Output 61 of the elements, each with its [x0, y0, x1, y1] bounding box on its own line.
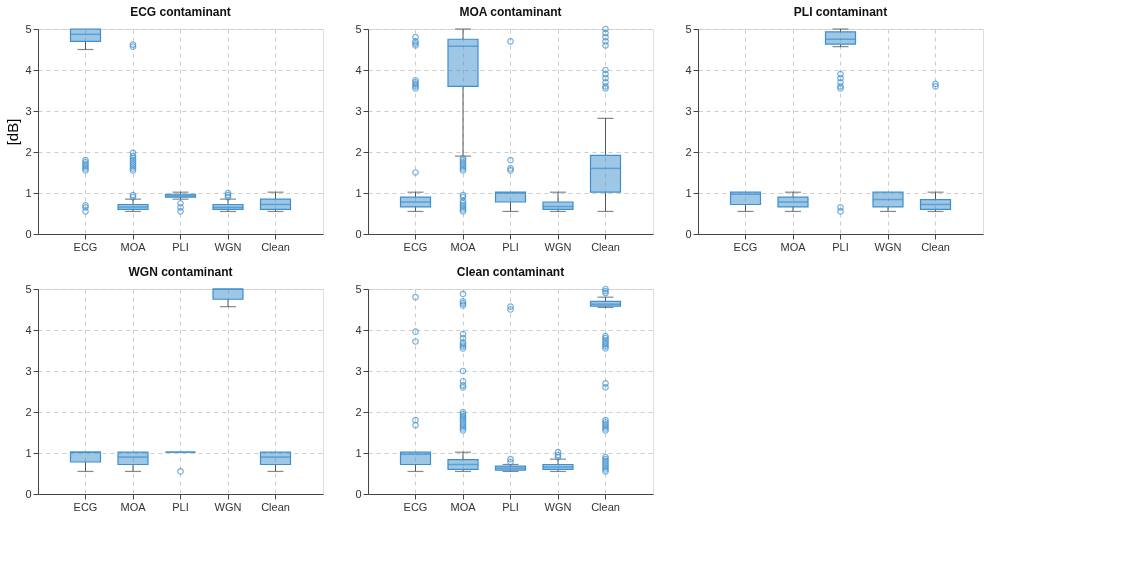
y-tick-label: 1 [685, 186, 692, 199]
x-tick-label: ECG [73, 500, 98, 513]
chart-title: ECG contaminant [130, 5, 231, 19]
x-tick-label: PLI [832, 240, 849, 253]
x-tick-label: WGN [544, 500, 572, 513]
x-tick-label: MOA [120, 240, 147, 253]
y-tick-label: 1 [355, 446, 362, 459]
y-tick-label: 0 [25, 487, 32, 500]
chart-title: WGN contaminant [128, 265, 233, 279]
y-tick-label: 4 [355, 63, 362, 76]
y-tick-label: 5 [685, 22, 692, 35]
x-tick-label: ECG [403, 240, 428, 253]
x-tick-label: MOA [780, 240, 807, 253]
chart-title: MOA contaminant [459, 5, 562, 19]
y-tick-label: 1 [25, 186, 32, 199]
y-tick-label: 5 [25, 282, 32, 295]
x-tick-label: Clean [261, 240, 290, 253]
y-tick-label: 0 [355, 227, 362, 240]
y-tick-label: 5 [355, 282, 362, 295]
y-tick-label: 5 [355, 22, 362, 35]
y-tick-label: 0 [355, 487, 362, 500]
x-tick-label: WGN [214, 240, 242, 253]
x-tick-label: Clean [261, 500, 290, 513]
y-axis-title: [dB] [4, 118, 22, 146]
x-tick-label: Clean [591, 240, 620, 253]
x-tick-label: MOA [120, 500, 147, 513]
x-tick-label: Clean [921, 240, 950, 253]
x-tick-label: MOA [450, 240, 477, 253]
x-tick-label: PLI [172, 500, 189, 513]
x-tick-label: WGN [874, 240, 902, 253]
y-tick-label: 2 [685, 145, 692, 158]
chart-title: PLI contaminant [793, 5, 888, 19]
y-tick-label: 0 [25, 227, 32, 240]
x-tick-label: PLI [502, 240, 519, 253]
y-tick-label: 2 [25, 405, 32, 418]
y-tick-label: 3 [25, 104, 32, 117]
y-tick-label: 3 [355, 364, 362, 377]
y-tick-label: 4 [25, 323, 32, 336]
y-tick-label: 1 [25, 446, 32, 459]
x-tick-label: ECG [733, 240, 758, 253]
y-tick-label: 4 [685, 63, 692, 76]
x-tick-label: PLI [172, 240, 189, 253]
chart-title: Clean contaminant [456, 265, 565, 279]
y-tick-label: 3 [685, 104, 692, 117]
y-tick-label: 3 [25, 364, 32, 377]
y-tick-label: 2 [355, 405, 362, 418]
x-tick-label: ECG [73, 240, 98, 253]
y-tick-label: 5 [25, 22, 32, 35]
x-tick-label: WGN [544, 240, 572, 253]
x-tick-label: ECG [403, 500, 428, 513]
x-tick-label: Clean [591, 500, 620, 513]
y-tick-label: 2 [25, 145, 32, 158]
x-tick-label: MOA [450, 500, 477, 513]
y-tick-label: 0 [685, 227, 692, 240]
y-tick-label: 2 [355, 145, 362, 158]
x-tick-label: PLI [502, 500, 519, 513]
y-tick-label: 3 [355, 104, 362, 117]
x-tick-label: WGN [214, 500, 242, 513]
y-tick-label: 4 [355, 323, 362, 336]
y-tick-label: 4 [25, 63, 32, 76]
y-tick-label: 1 [355, 186, 362, 199]
